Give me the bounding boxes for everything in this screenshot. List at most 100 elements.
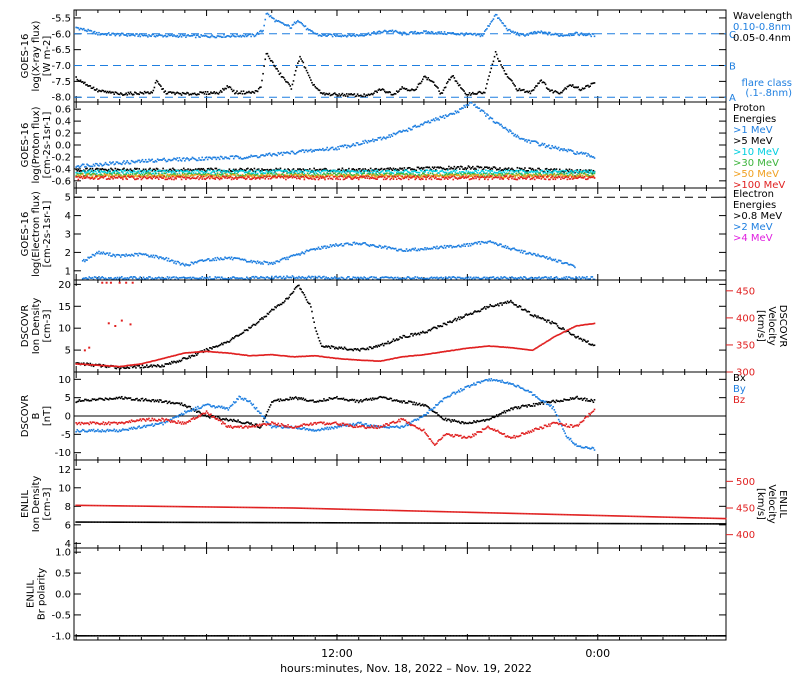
data-point [463, 177, 465, 179]
data-point [481, 169, 484, 171]
data-point [98, 250, 100, 253]
data-point [435, 277, 437, 279]
data-point [334, 148, 336, 151]
data-point [340, 173, 343, 175]
data-point [179, 175, 182, 178]
data-point [141, 170, 144, 173]
data-point [268, 175, 271, 178]
data-point [540, 144, 543, 146]
data-point [481, 241, 484, 243]
data-point [169, 159, 172, 162]
data-point [146, 34, 148, 37]
data-point [507, 77, 510, 79]
data-point [479, 110, 482, 112]
data-point [238, 92, 240, 94]
data-point [385, 174, 387, 176]
data-point [301, 251, 303, 253]
data-point [245, 177, 248, 180]
data-point [275, 154, 277, 156]
data-point [556, 261, 559, 263]
data-point [460, 172, 462, 175]
data-point [142, 253, 145, 255]
data-point [540, 79, 543, 81]
data-point [99, 177, 101, 179]
data-point [335, 175, 337, 178]
data-point [562, 169, 564, 172]
data-point [310, 277, 312, 279]
data-point [240, 277, 243, 279]
data-point [156, 158, 159, 161]
data-point [533, 253, 536, 255]
data-point [528, 139, 531, 142]
data-point [424, 30, 426, 33]
data-point [422, 172, 424, 175]
data-point [454, 110, 457, 112]
data-point [410, 174, 412, 177]
data-point [253, 176, 256, 178]
data-point [455, 111, 458, 114]
data-point [107, 32, 110, 34]
data-point [117, 33, 120, 35]
data-point [126, 254, 129, 257]
data-point [336, 170, 338, 173]
data-point [220, 177, 223, 180]
data-point [435, 247, 437, 250]
data-point [465, 104, 468, 106]
data-point [330, 245, 333, 248]
data-point [232, 178, 235, 180]
data-point [589, 176, 591, 179]
data-point [313, 150, 315, 152]
data-point [186, 169, 188, 172]
data-point [139, 252, 142, 255]
data-point [224, 177, 226, 179]
data-point [376, 139, 378, 141]
data-point [363, 276, 365, 278]
data-point [415, 249, 418, 252]
data-point [406, 250, 409, 252]
data-point [399, 277, 401, 279]
data-point [152, 278, 155, 280]
data-point [324, 277, 326, 280]
data-point [154, 171, 157, 173]
data-point [392, 172, 395, 175]
data-point [465, 243, 468, 246]
data-point [442, 176, 445, 179]
data-point [290, 150, 293, 153]
data-point [542, 172, 545, 174]
data-point [328, 175, 331, 178]
data-point [78, 166, 81, 169]
data-point [128, 277, 131, 279]
data-point [392, 132, 395, 135]
data-point [288, 256, 290, 259]
data-point [413, 170, 415, 172]
data-point [279, 174, 282, 176]
data-point [339, 278, 342, 281]
data-point [172, 170, 174, 172]
data-point [402, 171, 405, 174]
data-point [504, 173, 507, 175]
data-point [144, 172, 147, 175]
data-point [550, 168, 552, 170]
data-point [431, 172, 434, 175]
data-point [361, 173, 363, 176]
data-point [533, 140, 536, 142]
data-point [215, 170, 218, 172]
data-point [519, 251, 522, 254]
data-point [481, 176, 484, 178]
data-point [480, 240, 483, 243]
data-point [532, 140, 535, 143]
data-point [494, 172, 497, 174]
data-point [569, 174, 572, 176]
data-point [506, 169, 509, 172]
data-point [293, 21, 296, 24]
data-point [285, 277, 287, 279]
data-point [349, 277, 351, 280]
data-point [365, 174, 368, 177]
data-point [455, 167, 458, 169]
data-point [323, 245, 325, 248]
data-point [279, 259, 282, 261]
data-point [398, 278, 400, 280]
data-point [453, 33, 456, 35]
data-point [336, 244, 338, 247]
data-point [295, 151, 298, 154]
